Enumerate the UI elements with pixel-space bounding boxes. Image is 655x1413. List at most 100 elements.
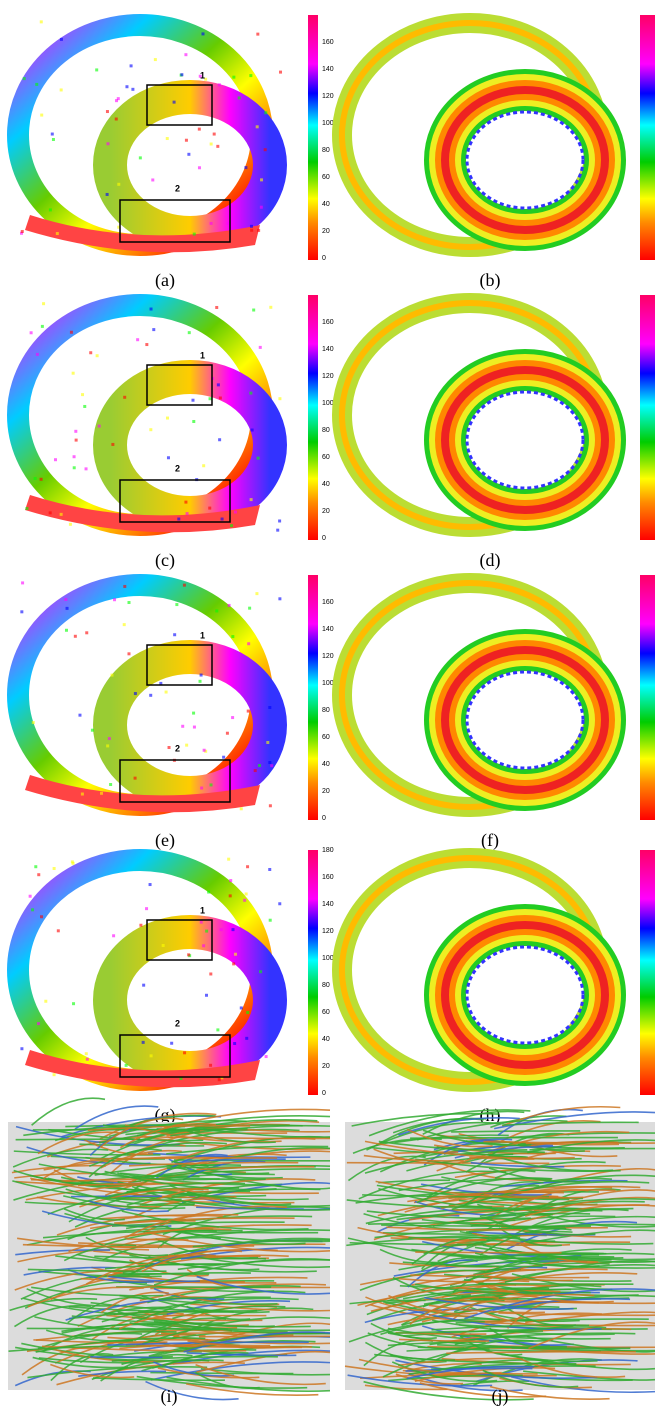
noise xyxy=(139,924,142,927)
noise xyxy=(278,397,281,400)
noise xyxy=(245,892,248,895)
colorbar-tick-label: 140 xyxy=(322,901,334,908)
noise xyxy=(81,793,84,796)
noise xyxy=(209,397,212,400)
noise xyxy=(30,331,33,334)
noise xyxy=(20,610,23,613)
noise xyxy=(200,787,203,790)
noise xyxy=(268,868,271,871)
noise xyxy=(123,585,126,588)
noise xyxy=(183,1051,186,1054)
noise xyxy=(72,1002,75,1005)
noise xyxy=(185,744,188,747)
roi-label: 2 xyxy=(175,1018,180,1028)
noise xyxy=(41,325,44,328)
noise xyxy=(69,523,72,526)
noise xyxy=(66,607,69,610)
noise xyxy=(191,399,194,402)
colorbar xyxy=(308,575,318,820)
noise xyxy=(250,498,253,501)
noise xyxy=(249,74,252,77)
panel-label: (a) xyxy=(155,270,175,291)
noise xyxy=(233,1042,236,1045)
endocardium xyxy=(467,112,583,208)
noise xyxy=(29,895,32,898)
colorbar-tick-label: 160 xyxy=(322,874,334,881)
noise xyxy=(73,466,76,469)
noise xyxy=(170,1042,173,1045)
noise xyxy=(162,944,165,947)
noise xyxy=(42,302,45,305)
noise xyxy=(192,420,195,423)
noise xyxy=(154,58,157,61)
noise xyxy=(177,518,180,521)
noise xyxy=(165,691,168,694)
colorbar-tick-label: 0 xyxy=(322,815,326,822)
transmural-map: (f) xyxy=(342,575,655,851)
noise xyxy=(250,229,253,232)
noise xyxy=(232,76,235,79)
noise xyxy=(44,1000,47,1003)
noise xyxy=(279,71,282,74)
colorbar-tick-label: 60 xyxy=(322,734,330,741)
noise xyxy=(255,592,258,595)
noise xyxy=(252,309,255,312)
noise xyxy=(247,642,250,645)
noise xyxy=(74,635,77,638)
transmural-map: (d) xyxy=(342,295,655,571)
colorbar-tick-label: 80 xyxy=(322,427,330,434)
noise xyxy=(209,972,212,975)
noise xyxy=(269,804,272,807)
noise xyxy=(218,438,221,441)
colorbar-tick-label: 0 xyxy=(322,535,326,542)
noise xyxy=(40,20,43,23)
noise xyxy=(186,512,189,515)
noise xyxy=(210,222,213,225)
colorbar-tick-label: 0 xyxy=(322,1090,326,1097)
noise xyxy=(218,1078,221,1081)
noise xyxy=(152,328,155,331)
noise xyxy=(96,354,99,357)
noise xyxy=(53,1073,56,1076)
noise xyxy=(188,331,191,334)
noise xyxy=(202,944,205,947)
noise xyxy=(110,674,113,677)
noise xyxy=(185,139,188,142)
noise xyxy=(201,32,204,35)
colorbar-tick-label: 100 xyxy=(322,680,334,687)
noise xyxy=(149,428,152,431)
noise xyxy=(173,101,176,104)
noise xyxy=(226,732,229,735)
roi-label: 1 xyxy=(200,905,205,915)
noise xyxy=(202,464,205,467)
noise xyxy=(234,953,237,956)
noise xyxy=(184,53,187,56)
noise xyxy=(60,38,63,41)
roi-label: 1 xyxy=(200,630,205,640)
noise xyxy=(85,467,88,470)
colorbar-tick-label: 20 xyxy=(322,228,330,235)
panel-label: (e) xyxy=(155,830,175,851)
noise xyxy=(249,392,252,395)
noise xyxy=(248,607,251,610)
noise xyxy=(180,73,183,76)
noise xyxy=(21,581,24,584)
panel-label: (c) xyxy=(155,550,175,571)
noise xyxy=(145,343,148,346)
panel-label: (b) xyxy=(480,270,501,291)
panel-label: (i) xyxy=(161,1386,178,1407)
fiber xyxy=(415,1252,561,1253)
noise xyxy=(259,970,262,973)
noise xyxy=(20,1047,23,1050)
noise xyxy=(71,860,74,863)
noise xyxy=(34,477,37,480)
noise xyxy=(229,894,232,897)
noise xyxy=(232,962,235,965)
noise xyxy=(115,118,118,121)
roi-label: 1 xyxy=(200,350,205,360)
noise xyxy=(37,1022,40,1025)
noise xyxy=(254,769,257,772)
colorbar-tick-label: 140 xyxy=(322,66,334,73)
noise xyxy=(198,128,201,131)
noise xyxy=(106,110,109,113)
